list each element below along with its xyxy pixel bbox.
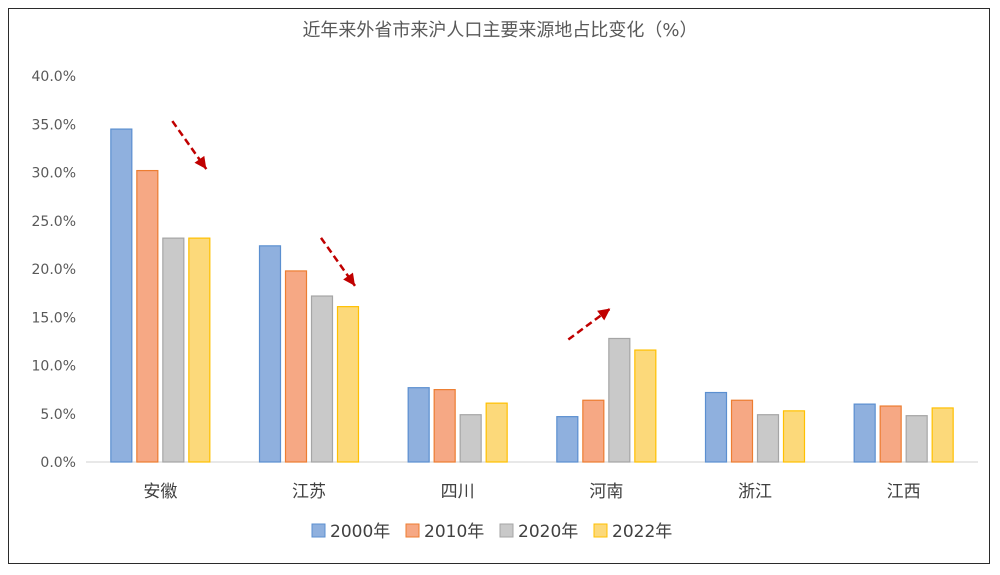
bar-江西-2000年 bbox=[853, 403, 876, 463]
bar-江苏-2022年 bbox=[336, 306, 360, 463]
bar-四川-2010年 bbox=[433, 389, 456, 463]
x-category-label: 河南 bbox=[589, 482, 623, 502]
x-category-label: 四川 bbox=[441, 482, 475, 502]
bar-浙江-2022年 bbox=[782, 410, 806, 463]
y-tick-label: 30.0% bbox=[32, 166, 76, 182]
legend-label: 2000年 bbox=[330, 522, 390, 542]
x-category-label: 江苏 bbox=[292, 482, 326, 502]
bar-江苏-2000年 bbox=[258, 245, 282, 463]
bar-河南-2000年 bbox=[556, 416, 579, 463]
y-tick-label: 20.0% bbox=[32, 262, 76, 278]
bar-浙江-2010年 bbox=[730, 399, 754, 463]
bar-江西-2022年 bbox=[931, 407, 954, 463]
y-tick-label: 15.0% bbox=[32, 310, 76, 326]
trend-arrow-down bbox=[171, 120, 208, 170]
bar-四川-2022年 bbox=[485, 402, 508, 463]
bar-江苏-2010年 bbox=[284, 270, 308, 463]
bar-江西-2020年 bbox=[905, 415, 928, 463]
bar-安徽-2022年 bbox=[188, 237, 211, 463]
arrow-shaft bbox=[567, 307, 612, 341]
chart-frame bbox=[8, 8, 990, 564]
bar-浙江-2000年 bbox=[704, 391, 728, 463]
y-tick-label: 35.0% bbox=[32, 117, 76, 133]
trend-arrows bbox=[171, 120, 612, 341]
bar-安徽-2000年 bbox=[110, 128, 133, 463]
x-category-label: 浙江 bbox=[738, 482, 772, 502]
bar-安徽-2020年 bbox=[162, 237, 185, 463]
chart-title: 近年来外省市来沪人口主要来源地占比变化（%） bbox=[302, 20, 697, 41]
bar-江西-2010年 bbox=[879, 405, 902, 463]
bar-浙江-2020年 bbox=[756, 414, 780, 463]
legend-swatch bbox=[593, 523, 608, 538]
bar-河南-2010年 bbox=[582, 399, 605, 463]
bar-四川-2000年 bbox=[407, 387, 430, 463]
y-tick-label: 0.0% bbox=[40, 455, 76, 471]
legend-swatch bbox=[499, 523, 514, 538]
y-tick-label: 10.0% bbox=[32, 359, 76, 375]
legend: 2000年 2010年 2020年 2022年 bbox=[311, 522, 672, 542]
bar-安徽-2010年 bbox=[136, 169, 159, 463]
arrow-head bbox=[597, 308, 611, 321]
y-tick-label: 40.0% bbox=[32, 69, 76, 85]
trend-arrow-down bbox=[319, 237, 357, 287]
y-tick-label: 25.0% bbox=[32, 214, 76, 230]
arrow-head bbox=[343, 272, 355, 286]
legend-label: 2022年 bbox=[612, 522, 672, 542]
y-axis-ticks: 0.0% 5.0% 10.0% 15.0% 20.0% 25.0% 30.0% 35.0% 40… bbox=[32, 69, 76, 471]
arrow-head bbox=[194, 155, 207, 170]
legend-swatch bbox=[405, 523, 420, 538]
bars bbox=[110, 128, 954, 463]
x-axis-categories: 安徽 江苏 四川 河南 浙江 江西 bbox=[143, 482, 920, 502]
trend-arrow-up bbox=[567, 307, 612, 341]
y-tick-label: 5.0% bbox=[40, 407, 76, 423]
bar-河南-2020年 bbox=[608, 337, 631, 463]
bar-江苏-2020年 bbox=[310, 295, 334, 463]
legend-label: 2020年 bbox=[518, 522, 578, 542]
bar-四川-2020年 bbox=[459, 414, 482, 463]
legend-label: 2010年 bbox=[424, 522, 484, 542]
x-category-label: 江西 bbox=[887, 482, 921, 502]
bar-河南-2022年 bbox=[634, 349, 657, 463]
x-category-label: 安徽 bbox=[143, 482, 177, 502]
legend-swatch bbox=[311, 523, 326, 538]
